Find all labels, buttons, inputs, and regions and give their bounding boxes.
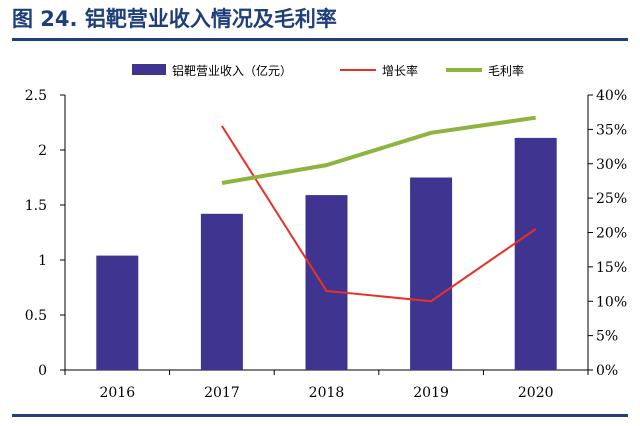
left-tick-label: 0 xyxy=(38,363,47,379)
legend-label: 毛利率 xyxy=(488,63,524,78)
bar xyxy=(410,177,453,370)
right-tick-label: 0% xyxy=(596,363,618,379)
title-underline xyxy=(12,38,628,41)
chart-title: 图 24. 铝靶营业收入情况及毛利率 xyxy=(12,7,337,31)
left-tick-label: 0.5 xyxy=(25,308,47,324)
bar xyxy=(200,213,243,370)
line-series xyxy=(221,115,537,303)
right-tick-label: 40% xyxy=(596,88,627,104)
left-tick-label: 2.5 xyxy=(25,88,47,104)
x-tick-label: 2019 xyxy=(413,385,449,401)
right-tick-label: 30% xyxy=(596,157,627,173)
bar xyxy=(96,255,139,370)
x-tick-label: 2016 xyxy=(99,385,135,401)
bar xyxy=(514,137,557,370)
right-tick-label: 35% xyxy=(596,122,627,138)
left-tick-label: 1 xyxy=(38,253,47,269)
right-tick-label: 10% xyxy=(596,294,627,310)
legend-label: 增长率 xyxy=(382,63,418,78)
x-tick-label: 2017 xyxy=(204,385,240,401)
left-axis-ticks: 0 0.5 1 1.5 2 2.5 xyxy=(25,88,65,379)
x-tick-label: 2020 xyxy=(518,385,554,401)
bottom-rule xyxy=(12,414,628,417)
series-line xyxy=(221,115,536,185)
left-tick-label: 1.5 xyxy=(25,198,47,214)
bar-series xyxy=(96,137,557,370)
right-tick-label: 5% xyxy=(596,329,618,345)
right-tick-label: 20% xyxy=(596,226,627,242)
right-tick-label: 25% xyxy=(596,191,627,207)
series-line xyxy=(221,125,537,303)
right-tick-label: 15% xyxy=(596,260,627,276)
x-axis-ticks: 2016 2017 2018 2019 2020 xyxy=(64,370,589,401)
legend-label: 铝靶营业收入（亿元） xyxy=(172,63,292,78)
legend-swatch xyxy=(132,64,166,75)
x-tick-label: 2018 xyxy=(309,385,345,401)
bar xyxy=(305,195,348,370)
right-axis-ticks: 0% 5% 10% 15% 20% 25% 30% 35% 40% xyxy=(588,88,627,379)
legend: 铝靶营业收入（亿元） 增长率 毛利率 xyxy=(132,63,524,78)
left-tick-label: 2 xyxy=(38,143,47,159)
